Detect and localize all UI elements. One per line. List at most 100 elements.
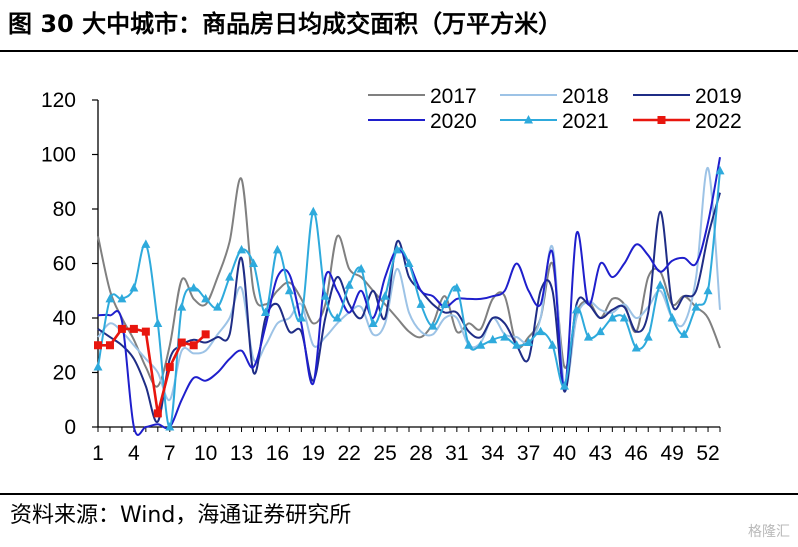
y-tick-label: 40 (53, 307, 76, 330)
data-point (488, 334, 498, 344)
data-point (344, 280, 354, 289)
data-point (524, 115, 533, 124)
series-2017 (97, 177, 721, 388)
data-point (571, 304, 581, 314)
x-tick-label: 1 (92, 442, 104, 465)
x-tick-label: 46 (625, 442, 648, 465)
x-tick-label: 31 (445, 442, 468, 465)
x-tick-label: 4 (128, 442, 140, 465)
y-tick-label: 100 (41, 144, 76, 167)
data-point (715, 165, 725, 175)
data-point (117, 324, 126, 333)
data-point (189, 283, 199, 292)
data-point (703, 285, 713, 295)
x-tick-label: 49 (660, 442, 683, 465)
data-point (177, 302, 187, 311)
data-point (260, 307, 270, 317)
legend-item-2017: 2017 (368, 85, 477, 108)
data-point (631, 342, 641, 352)
data-point (129, 283, 139, 292)
data-point (416, 299, 426, 308)
data-point (655, 280, 665, 289)
legend-label: 2019 (695, 85, 742, 108)
x-tick-label: 10 (194, 442, 217, 465)
data-point (94, 341, 102, 350)
data-point (105, 293, 115, 303)
data-point (165, 363, 174, 372)
x-tick-label: 19 (302, 442, 325, 465)
data-point (320, 291, 330, 300)
legend-label: 2021 (562, 110, 609, 133)
source-divider (0, 493, 798, 495)
x-tick-label: 25 (373, 442, 396, 465)
data-point (225, 272, 235, 281)
series-2018 (97, 167, 721, 401)
x-tick-label: 40 (553, 442, 576, 465)
data-point (129, 324, 138, 333)
data-point (512, 340, 522, 349)
data-point (392, 244, 402, 254)
data-point (105, 341, 114, 350)
series-line-2020 (97, 157, 721, 436)
x-tick-label: 34 (481, 442, 505, 465)
x-tick-label: 43 (589, 442, 612, 465)
data-point (560, 381, 569, 390)
data-point (667, 313, 677, 322)
legend-item-2020: 2020 (368, 110, 477, 133)
y-tick-label: 0 (64, 416, 76, 439)
data-point (619, 313, 629, 322)
legend-label: 2022 (695, 110, 742, 133)
y-tick-label: 80 (53, 198, 76, 221)
data-point (296, 313, 306, 322)
legend-item-2018: 2018 (500, 85, 609, 108)
data-point (404, 258, 414, 267)
y-tick-label: 20 (53, 362, 76, 385)
watermark-logo: 格隆汇 (748, 524, 790, 540)
line-chart: 0 20 40 60 80 100 120 1 4 7 10 13 16 19 22 25 28 31 34 37 40… (41, 85, 742, 465)
data-point (201, 330, 210, 339)
data-point (177, 338, 186, 347)
chart-title: 图 30 大中城市：商品房日均成交面积（万平方米） (8, 10, 563, 38)
data-point (464, 340, 474, 349)
x-tick-label: 16 (266, 442, 289, 465)
data-point (284, 285, 294, 295)
data-point (440, 299, 450, 308)
data-point (679, 329, 689, 338)
data-point (380, 291, 390, 300)
data-point (500, 332, 510, 341)
legend-label: 2020 (430, 110, 477, 133)
title-divider (0, 50, 798, 52)
series-2019 (97, 192, 721, 423)
data-point (189, 341, 198, 350)
data-point (595, 326, 605, 336)
y-tick-label: 120 (41, 89, 76, 112)
series-line-2018 (97, 167, 721, 401)
data-point (643, 332, 653, 341)
axes: 0 20 40 60 80 100 120 1 4 7 10 13 16 19 22 25 28 31 34 37 40… (41, 89, 721, 465)
legend: 2017 2018 2019 2020 2021 2022 (368, 85, 742, 133)
data-point (272, 244, 282, 254)
data-point (428, 321, 438, 330)
y-tick-label: 60 (53, 253, 76, 276)
data-point (153, 318, 163, 327)
data-point (691, 302, 701, 311)
series-line-2017 (97, 177, 721, 388)
data-point (583, 332, 593, 341)
x-tick-label: 28 (409, 442, 432, 465)
legend-item-2021: 2021 (500, 110, 609, 133)
data-point (657, 116, 666, 124)
series-2022 (94, 324, 210, 418)
data-point (117, 293, 127, 303)
source-note: 资料来源：Wind，海通证券研究所 (10, 503, 352, 528)
data-point (165, 422, 175, 431)
data-point (249, 258, 258, 267)
data-point (524, 337, 534, 347)
series-line-2021 (97, 170, 721, 429)
series-2020 (97, 157, 721, 436)
series-line-2019 (97, 192, 721, 423)
data-point (213, 302, 223, 311)
data-point (308, 206, 318, 216)
data-point (452, 283, 462, 292)
data-point (607, 313, 617, 322)
legend-label: 2017 (430, 85, 477, 108)
